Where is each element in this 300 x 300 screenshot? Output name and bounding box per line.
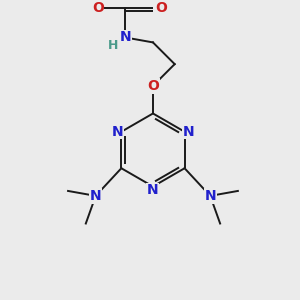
Text: O: O	[92, 1, 103, 15]
Text: N: N	[90, 189, 101, 203]
Text: N: N	[183, 125, 194, 139]
Text: N: N	[112, 125, 123, 139]
Text: N: N	[204, 189, 216, 203]
Text: N: N	[147, 184, 159, 197]
Text: N: N	[119, 31, 131, 44]
Text: O: O	[155, 1, 167, 15]
Text: O: O	[147, 79, 159, 93]
Text: H: H	[108, 39, 119, 52]
